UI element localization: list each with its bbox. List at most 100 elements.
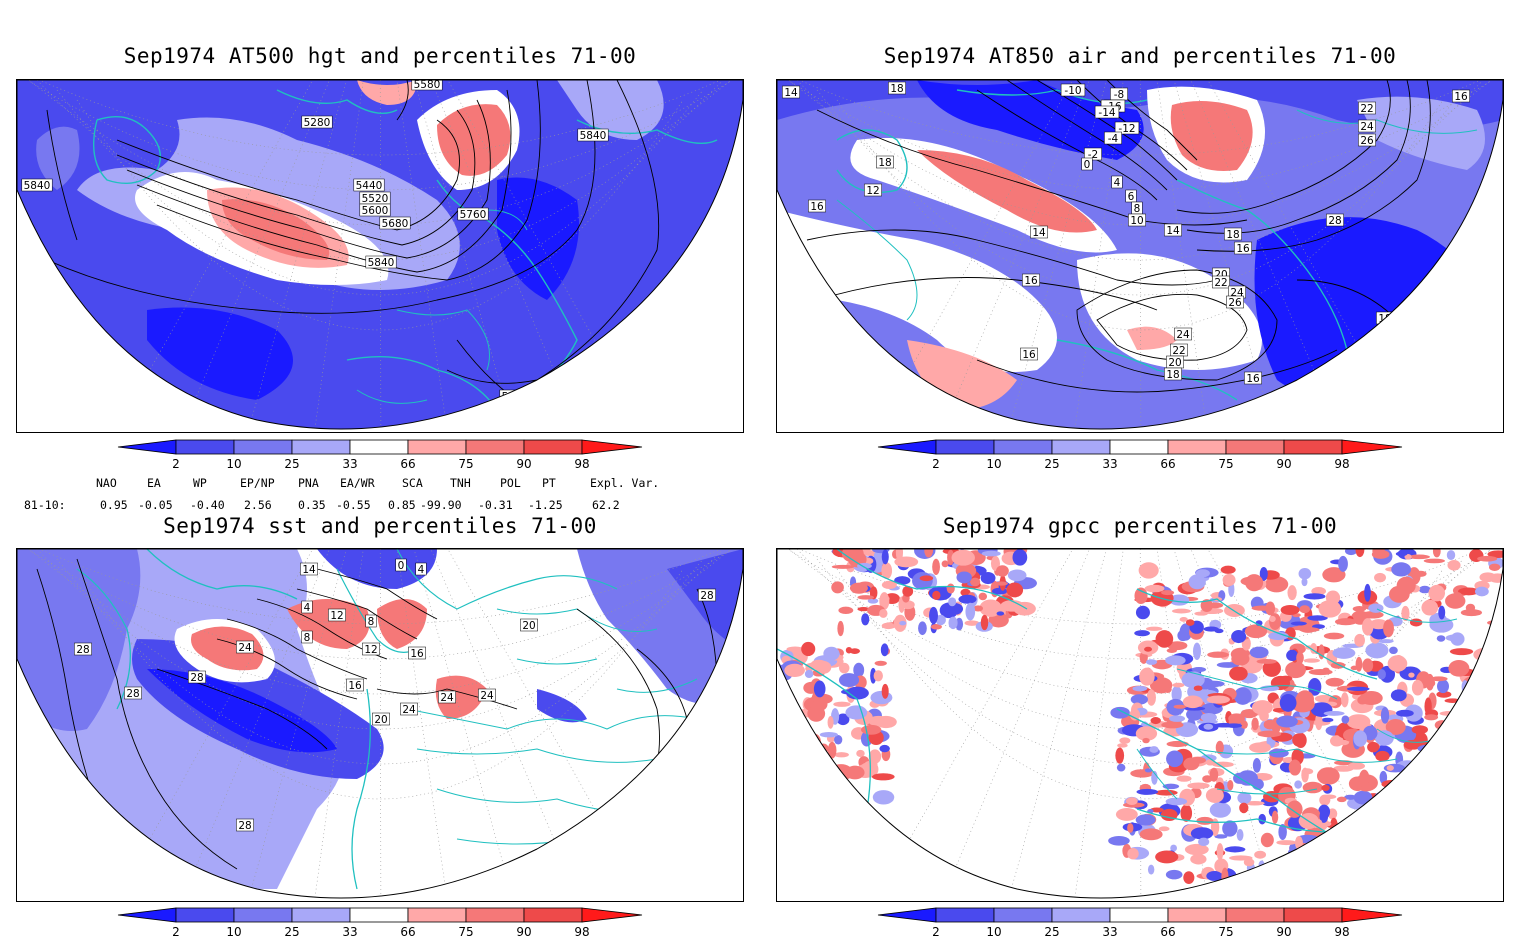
precip-anomaly xyxy=(1154,789,1178,796)
contour-label: -10 xyxy=(1060,83,1086,97)
index-value: 62.2 xyxy=(592,498,620,512)
precip-anomaly xyxy=(1475,709,1500,721)
precip-anomaly xyxy=(789,697,798,706)
colorbar-arrow-left xyxy=(877,439,937,455)
precip-anomaly xyxy=(1378,639,1394,644)
precip-anomaly xyxy=(1383,619,1394,638)
index-header: WP xyxy=(193,476,207,490)
precip-anomaly xyxy=(873,670,883,682)
precip-anomaly xyxy=(1288,759,1302,776)
precip-anomaly xyxy=(1115,808,1138,821)
colorbar-segment xyxy=(407,907,467,923)
svg-text:12: 12 xyxy=(364,644,377,656)
svg-text:18: 18 xyxy=(1390,313,1403,325)
precip-anomaly xyxy=(1414,865,1426,879)
svg-text:20: 20 xyxy=(522,620,535,632)
precip-anomaly xyxy=(782,723,796,728)
anomaly-region xyxy=(377,599,427,649)
precip-anomaly xyxy=(783,756,801,774)
precip-anomaly xyxy=(1308,669,1333,676)
index-header: EP/NP xyxy=(240,476,275,490)
precip-anomaly xyxy=(1110,706,1130,719)
precip-anomaly xyxy=(1201,680,1225,688)
precip-anomaly xyxy=(1187,782,1210,789)
precip-anomaly xyxy=(1477,555,1498,562)
precip-anomaly xyxy=(994,581,1008,586)
precip-anomaly xyxy=(932,590,941,601)
anomaly-region xyxy=(1170,101,1253,171)
precip-anomaly xyxy=(861,724,882,735)
index-value: 2.56 xyxy=(244,498,272,512)
precip-anomaly xyxy=(823,782,832,793)
colorbar-tick-label: 25 xyxy=(284,925,299,939)
precip-anomaly xyxy=(930,624,942,630)
precip-anomaly xyxy=(902,585,914,597)
svg-text:14: 14 xyxy=(784,87,798,99)
precip-anomaly xyxy=(834,735,843,745)
precip-anomaly xyxy=(1418,585,1431,594)
precip-anomaly xyxy=(1385,719,1406,735)
contour-label: 5280 xyxy=(301,115,333,129)
colorbar-segment xyxy=(523,439,583,455)
grid-line xyxy=(379,549,534,898)
precip-anomaly xyxy=(1391,870,1411,878)
colorbar-arrow-right xyxy=(581,907,643,923)
precip-anomaly xyxy=(1147,864,1155,875)
map-air: 14181618121416-10-8-6-16-14-12-4-2046810… xyxy=(777,80,1503,430)
precip-anomaly xyxy=(1301,577,1308,587)
precip-anomaly xyxy=(881,580,897,590)
precip-anomaly xyxy=(1290,695,1315,713)
contour-line xyxy=(296,568,438,640)
precip-anomaly xyxy=(1408,672,1415,678)
map-boundary xyxy=(17,549,743,899)
precip-anomaly xyxy=(1302,781,1323,794)
anomaly-region xyxy=(147,307,293,400)
contour-label: 5440 xyxy=(353,178,385,192)
precip-anomaly xyxy=(1151,770,1158,785)
grid-line xyxy=(777,549,1503,625)
precip-anomaly xyxy=(1191,667,1207,673)
contour-label: 14 xyxy=(300,562,318,576)
precip-anomaly xyxy=(1196,816,1214,825)
svg-text:4: 4 xyxy=(304,602,311,614)
contour-label: 5520 xyxy=(359,191,391,205)
precip-anomaly xyxy=(1259,566,1268,581)
svg-text:28: 28 xyxy=(190,672,203,684)
precip-anomaly xyxy=(1303,658,1320,663)
precip-anomaly xyxy=(871,773,895,781)
precip-anomaly xyxy=(1169,594,1190,606)
svg-text:16: 16 xyxy=(1236,243,1250,255)
anomaly-region xyxy=(147,669,337,753)
precip-anomaly xyxy=(958,594,977,604)
precip-anomaly xyxy=(1436,635,1446,642)
anomaly-region xyxy=(917,150,1097,233)
index-header: EA/WR xyxy=(340,476,375,490)
contour-line xyxy=(816,109,1248,226)
precip-anomaly xyxy=(1327,838,1343,853)
svg-text:18: 18 xyxy=(890,83,903,95)
contour-label: 22 xyxy=(1170,343,1188,357)
colorbar-segment xyxy=(233,907,293,923)
anomaly-region xyxy=(1357,96,1485,170)
precip-anomaly xyxy=(1346,686,1370,692)
precip-anomaly xyxy=(796,759,809,776)
precip-anomaly xyxy=(1460,609,1483,617)
anomaly-region xyxy=(497,177,579,300)
index-header: PNA xyxy=(298,476,319,490)
grid-line xyxy=(777,80,1503,226)
colorbar-tick-label: 2 xyxy=(172,457,180,471)
contour-label: 5680 xyxy=(379,216,411,230)
precip-anomaly xyxy=(1318,644,1325,660)
svg-text:16: 16 xyxy=(1024,275,1038,287)
precip-anomaly xyxy=(1296,651,1304,664)
contour-line xyxy=(446,80,660,384)
svg-text:18: 18 xyxy=(1166,369,1179,381)
precip-anomaly xyxy=(1332,647,1356,659)
svg-text:24: 24 xyxy=(1360,121,1374,133)
precip-anomaly xyxy=(1269,613,1281,631)
precip-anomaly xyxy=(1395,551,1408,557)
grid-line xyxy=(17,80,743,226)
colorbar: 2 10 25 33 66 75 90 98 xyxy=(117,439,643,471)
precip-anomaly xyxy=(777,736,797,755)
precip-anomaly xyxy=(1487,701,1497,711)
